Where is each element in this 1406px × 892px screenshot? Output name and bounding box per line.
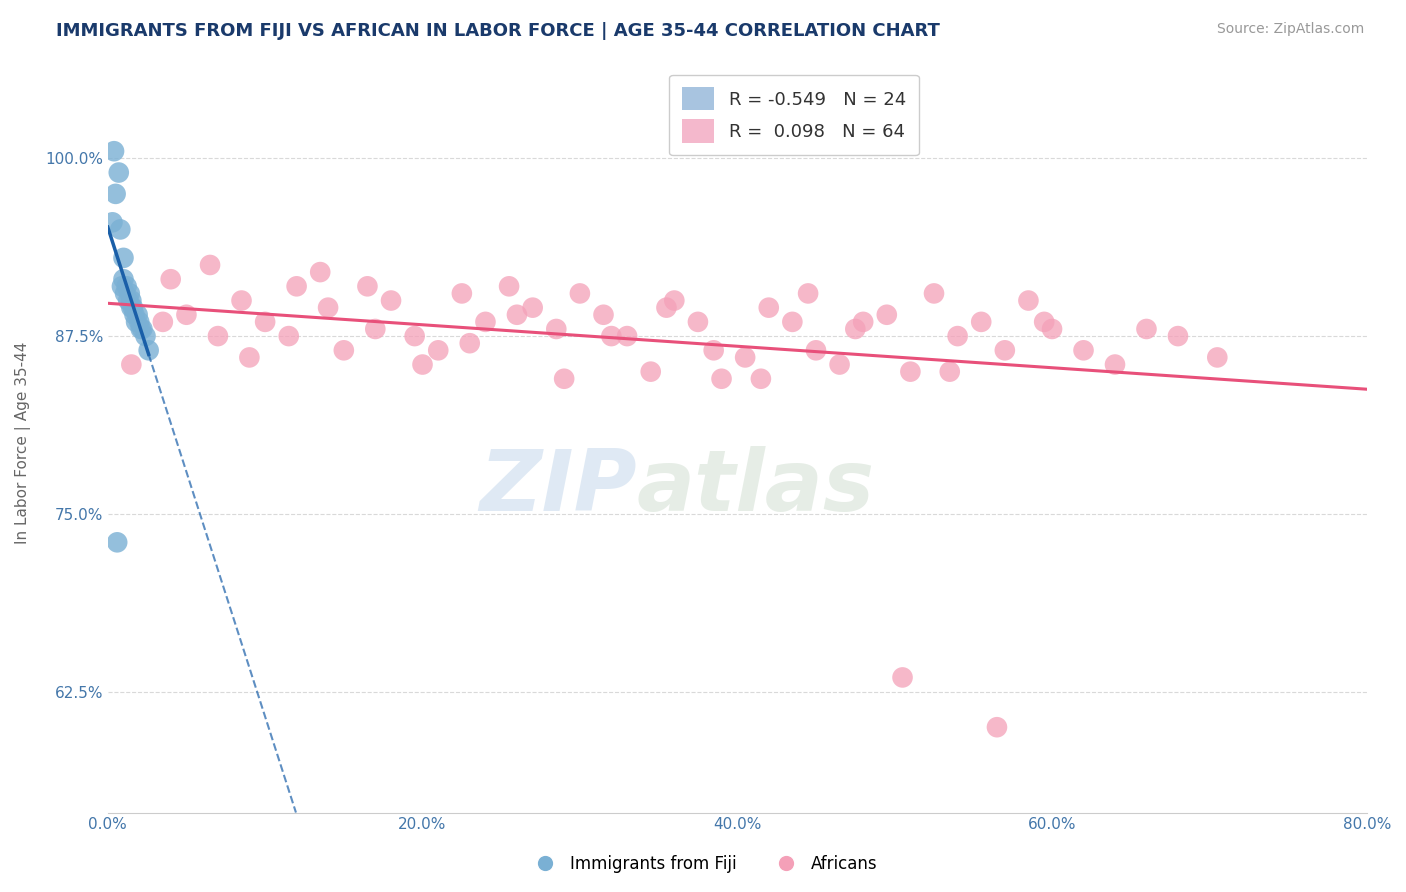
Point [900,365,922,379]
Point [114,286,136,301]
Point [427,343,450,358]
Y-axis label: In Labor Force | Age 35-44: In Labor Force | Age 35-44 [15,342,31,544]
Point [117,293,139,308]
Point [115,279,138,293]
Point [664,293,686,308]
Point [686,315,709,329]
Point [412,358,434,372]
Point [1033,315,1056,329]
Point [103,145,125,159]
Point [710,372,733,386]
Point [852,315,875,329]
Point [198,258,221,272]
Point [938,365,960,379]
Point [458,336,481,351]
Point [1135,322,1157,336]
Point [876,308,898,322]
Point [316,301,339,315]
Point [129,322,152,336]
Point [758,301,780,315]
Point [450,286,472,301]
Point [207,329,229,343]
Point [891,670,914,684]
Point [474,315,496,329]
Point [1167,329,1189,343]
Point [553,372,575,386]
Point [138,343,160,358]
Point [797,286,820,301]
Point [285,279,308,293]
Point [380,293,402,308]
Point [616,329,638,343]
Point [110,222,132,236]
Point [844,322,866,336]
Point [333,343,356,358]
Point [120,358,142,372]
Point [1040,322,1063,336]
Point [120,293,142,308]
Point [994,343,1017,358]
Point [1017,293,1039,308]
Point [986,720,1008,734]
Point [703,343,725,358]
Point [176,308,198,322]
Point [404,329,426,343]
Point [122,301,145,315]
Point [655,301,678,315]
Point [1206,351,1229,365]
Point [104,186,127,201]
Point [112,272,135,286]
Legend: Immigrants from Fiji, Africans: Immigrants from Fiji, Africans [522,848,884,880]
Point [804,343,827,358]
Point [254,315,277,329]
Point [238,351,260,365]
Point [125,315,148,329]
Point [356,279,378,293]
Point [506,308,529,322]
Point [970,315,993,329]
Point [922,286,945,301]
Point [546,322,568,336]
Point [1104,358,1126,372]
Point [135,329,157,343]
Text: IMMIGRANTS FROM FIJI VS AFRICAN IN LABOR FORCE | AGE 35-44 CORRELATION CHART: IMMIGRANTS FROM FIJI VS AFRICAN IN LABOR… [56,22,941,40]
Point [640,365,662,379]
Point [828,358,851,372]
Point [111,279,134,293]
Point [522,301,544,315]
Text: ZIP: ZIP [479,446,637,529]
Point [107,165,129,179]
Point [127,308,149,322]
Point [498,279,520,293]
Point [120,301,142,315]
Point [364,322,387,336]
Point [600,329,623,343]
Point [101,215,124,229]
Point [231,293,253,308]
Point [118,286,141,301]
Text: atlas: atlas [637,446,875,529]
Point [592,308,614,322]
Point [1073,343,1095,358]
Text: Source: ZipAtlas.com: Source: ZipAtlas.com [1216,22,1364,37]
Point [152,315,174,329]
Point [309,265,332,279]
Point [105,535,128,549]
Point [159,272,181,286]
Legend: R = -0.549   N = 24, R =  0.098   N = 64: R = -0.549 N = 24, R = 0.098 N = 64 [669,75,918,155]
Point [734,351,756,365]
Point [946,329,969,343]
Point [568,286,591,301]
Point [749,372,772,386]
Point [128,315,150,329]
Point [112,251,135,265]
Point [124,308,146,322]
Point [277,329,299,343]
Point [782,315,804,329]
Point [131,322,153,336]
